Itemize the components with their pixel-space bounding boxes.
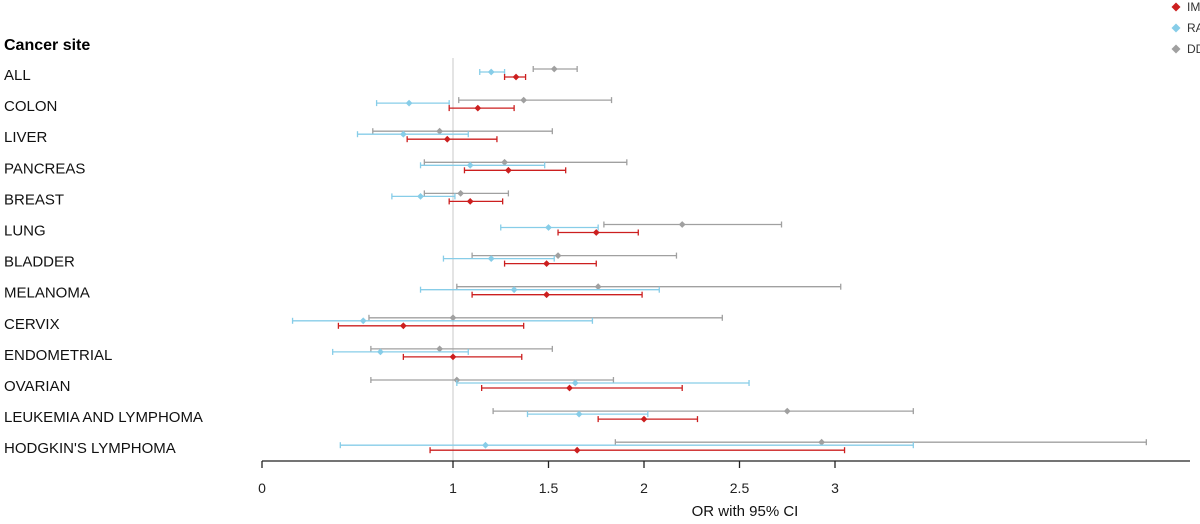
imid-point-estimate <box>592 229 600 236</box>
imid-point-estimate <box>512 73 520 81</box>
site-row-breast: BREAST <box>4 190 510 208</box>
x-axis: 0 1 1.5 2 2.5 3 <box>258 460 1190 496</box>
ddct-point-estimate <box>783 407 791 415</box>
ra-point-estimate <box>359 317 367 325</box>
imid-point-estimate <box>640 415 648 423</box>
imid-point-estimate <box>573 446 581 454</box>
site-row-cervix: CERVIX <box>4 314 723 333</box>
site-row-colon: COLON <box>4 96 613 115</box>
site-label: BREAST <box>4 191 64 208</box>
site-label: ENDOMETRIAL <box>4 347 112 364</box>
site-row-endometrial: ENDOMETRIAL <box>4 345 553 364</box>
site-label: LUNG <box>4 223 46 240</box>
x-tick-label: 0 <box>258 480 266 496</box>
site-row-pancreas: PANCREAS <box>4 158 628 177</box>
site-label: HODGKIN'S LYMPHOMA <box>4 440 176 457</box>
ra-point-estimate <box>399 130 407 138</box>
site-label: LIVER <box>4 129 48 146</box>
ddct-point-estimate <box>436 127 444 135</box>
ra-point-estimate <box>466 161 474 169</box>
ddct-point-estimate <box>457 190 465 197</box>
ddct-point-estimate <box>501 158 508 166</box>
site-label: CERVIX <box>4 316 60 333</box>
ddct-point-estimate <box>436 345 444 353</box>
imid-point-estimate <box>566 384 573 392</box>
imid-point-estimate <box>543 291 550 299</box>
ra-point-estimate <box>510 286 518 294</box>
column-header: Cancer site <box>4 37 90 54</box>
legend-label-ddct: DDCT <box>1187 42 1200 56</box>
legend-marker-ddct <box>1171 44 1181 54</box>
legend-label-imid: IMID <box>1187 0 1200 14</box>
ddct-point-estimate <box>520 96 528 104</box>
x-axis-title: OR with 95% CI <box>692 503 799 520</box>
ra-point-estimate <box>575 410 583 418</box>
imid-point-estimate <box>449 353 457 361</box>
imid-point-estimate <box>466 198 474 205</box>
x-tick-label: 2.5 <box>730 480 750 496</box>
ddct-point-estimate <box>449 314 457 322</box>
ddct-point-estimate <box>818 438 826 446</box>
site-rows: ALL COLON LIVER PANCREAS BREAST LUNG BLADDER ME… <box>4 65 1147 457</box>
x-tick-label: 1.5 <box>539 480 559 496</box>
site-row-liver: LIVER <box>4 127 553 146</box>
ddct-point-estimate <box>678 221 686 228</box>
x-tick-label: 1 <box>449 480 457 496</box>
ddct-point-estimate <box>550 65 558 73</box>
imid-point-estimate <box>443 135 451 143</box>
ra-point-estimate <box>571 379 579 387</box>
x-tick-label: 2 <box>640 480 648 496</box>
legend: IMID RA DDCT <box>1171 0 1200 56</box>
legend-marker-imid <box>1171 2 1181 12</box>
x-tick-label: 3 <box>831 480 839 496</box>
ra-point-estimate <box>405 99 413 107</box>
ra-point-estimate <box>377 348 384 356</box>
ra-point-estimate <box>487 68 495 76</box>
ra-point-estimate <box>482 441 489 449</box>
site-row-leukemia-and-lymphoma: LEUKEMIA AND LYMPHOMA <box>4 407 914 426</box>
site-row-all: ALL <box>4 65 578 84</box>
ra-point-estimate <box>487 255 495 262</box>
imid-point-estimate <box>504 166 512 174</box>
site-label: COLON <box>4 98 57 115</box>
site-label: PANCREAS <box>4 160 85 177</box>
imid-point-estimate <box>399 322 407 330</box>
site-row-hodgkin-s-lymphoma: HODGKIN'S LYMPHOMA <box>4 438 1147 457</box>
site-label: LEUKEMIA AND LYMPHOMA <box>4 409 203 426</box>
ddct-point-estimate <box>554 252 562 259</box>
ra-point-estimate <box>545 224 552 231</box>
ddct-point-estimate <box>594 283 602 291</box>
site-row-ovarian: OVARIAN <box>4 376 750 395</box>
site-row-bladder: BLADDER <box>4 252 678 271</box>
site-label: BLADDER <box>4 254 75 271</box>
imid-point-estimate <box>543 260 550 267</box>
site-row-melanoma: MELANOMA <box>4 283 842 302</box>
site-label: OVARIAN <box>4 378 70 395</box>
site-label: MELANOMA <box>4 285 90 302</box>
legend-marker-ra <box>1171 23 1181 33</box>
ra-point-estimate <box>417 193 424 200</box>
imid-point-estimate <box>474 104 482 112</box>
legend-label-ra: RA <box>1187 21 1200 35</box>
site-row-lung: LUNG <box>4 221 783 240</box>
site-label: ALL <box>4 67 31 84</box>
